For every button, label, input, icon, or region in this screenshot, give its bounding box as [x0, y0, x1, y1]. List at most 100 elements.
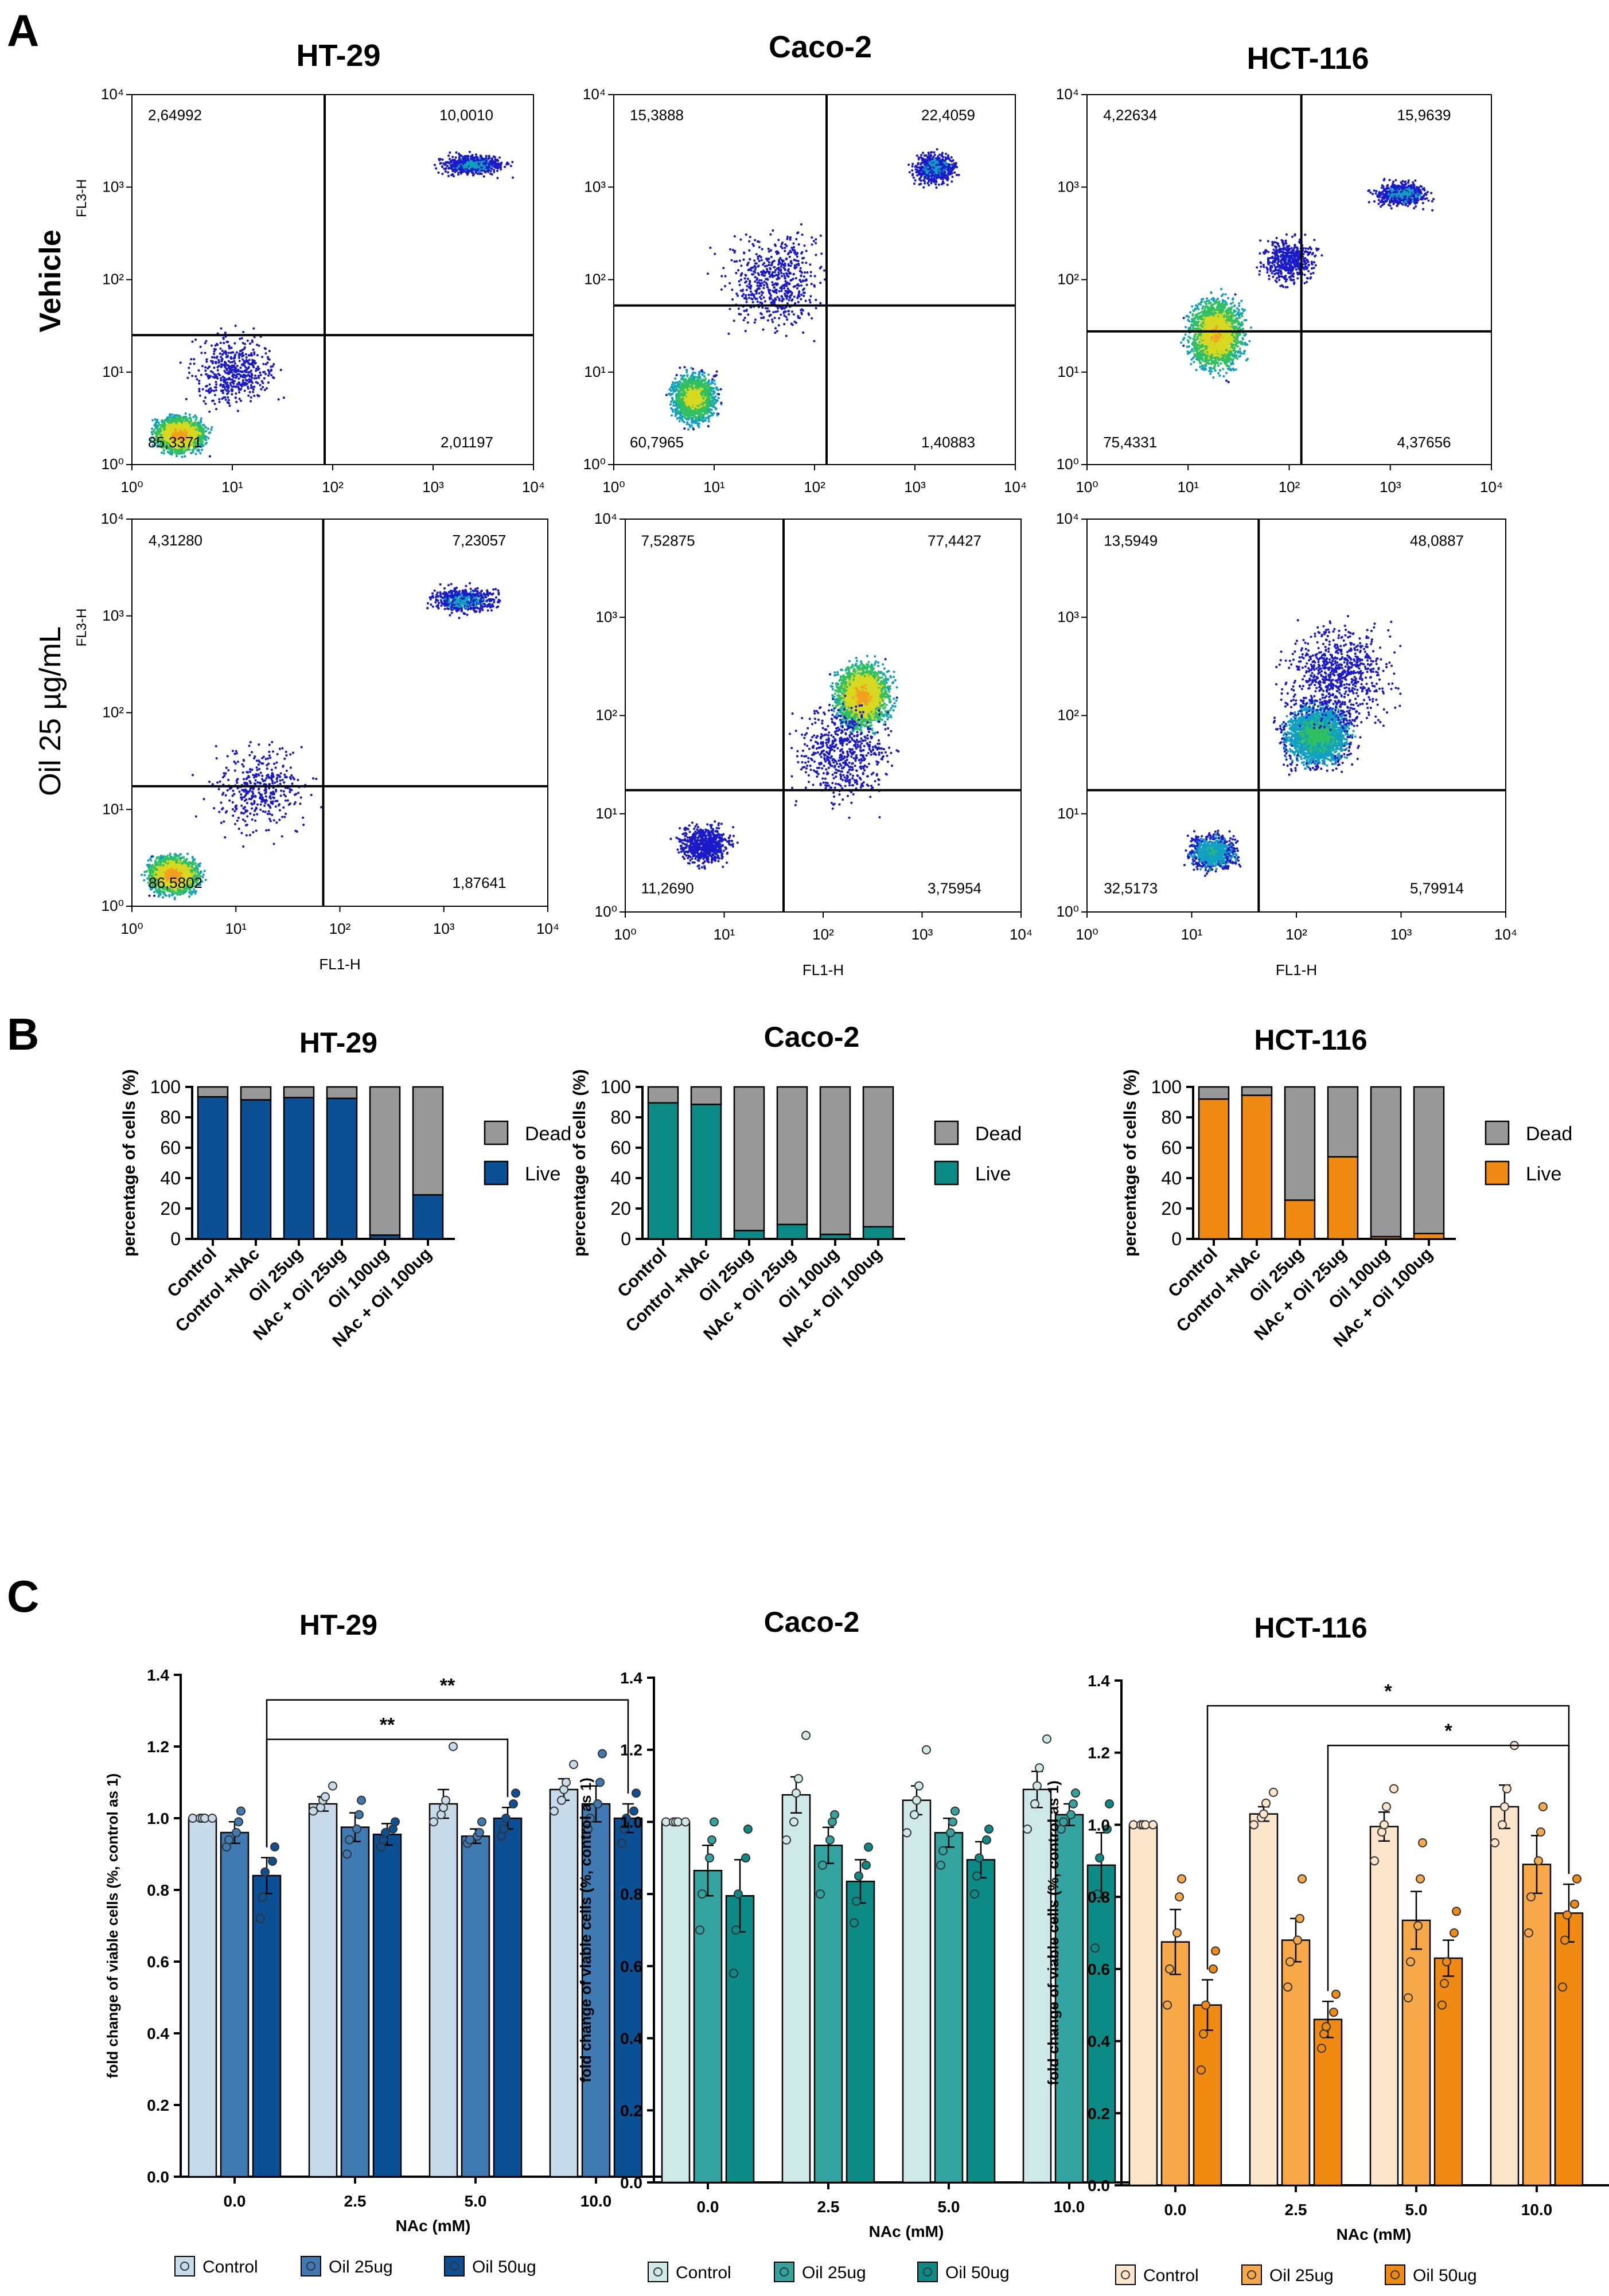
flow-event-dot [241, 379, 244, 382]
flow-event-dot [247, 374, 250, 377]
flow-event-dot [476, 155, 478, 158]
flow-event-dot [277, 398, 280, 401]
flow-event-dot [246, 375, 248, 377]
flow-event-dot [228, 377, 231, 380]
flow-event-dot [172, 418, 175, 422]
flow-event-dot [202, 431, 205, 434]
flow-event-dot [186, 376, 189, 379]
flow-event-dot [208, 391, 211, 395]
flow-event-dot [253, 385, 256, 388]
flow-event-dot [451, 155, 454, 158]
flow-event-dot [215, 342, 219, 345]
flow-event-dot [268, 370, 271, 373]
flow-event-dot [188, 416, 191, 419]
flow-event-dot [179, 415, 182, 418]
flow-event-dot [714, 383, 716, 385]
flow-event-dot [250, 396, 252, 399]
flow-event-dot [208, 410, 211, 413]
flow-event-dot [233, 368, 236, 371]
flow-event-dot [263, 347, 266, 350]
flow-event-dot [235, 351, 238, 354]
flow-event-dot [227, 396, 229, 399]
flow-event-dot [235, 392, 237, 395]
flow-event-dot [216, 366, 219, 369]
flow-event-dot [487, 169, 490, 171]
flow-event-dot [209, 431, 212, 434]
flow-event-dot [190, 358, 193, 361]
panel-a-flow-cytometry: HT-29 Caco-2 HCT-116 Vehicle Oil 25 µg/m… [34, 30, 1517, 979]
flow-event-dot [712, 387, 715, 390]
flow-event-dot [251, 376, 254, 379]
flow-title-caco2: Caco-2 [769, 30, 872, 64]
flow-event-dot [233, 342, 236, 345]
flow-event-dot [260, 388, 263, 391]
flow-event-dot [262, 385, 264, 389]
flow-event-dot [496, 177, 499, 180]
x-tick-label: 10⁰ [120, 478, 143, 496]
quadrant-percentage: 2,01197 [441, 434, 493, 451]
flow-event-dot [177, 419, 180, 422]
flow-event-dot [192, 416, 195, 419]
flow-event-dot [265, 387, 268, 390]
flow-event-dot [446, 171, 450, 174]
flow-event-dot [199, 345, 202, 348]
flow-event-dot [482, 162, 485, 165]
flow-event-dot [270, 374, 273, 377]
flow-event-dot [212, 353, 216, 356]
flow-event-dot [177, 428, 180, 431]
flow-event-dot [170, 418, 173, 421]
flow-event-dot [239, 353, 241, 356]
flow-event-dot [180, 421, 184, 424]
flow-event-dot [233, 362, 236, 365]
flow-event-dot [237, 356, 240, 360]
flow-event-dot [242, 383, 245, 385]
flow-event-dot [220, 379, 223, 382]
flow-event-dot [169, 452, 172, 455]
flow-event-dot [253, 395, 256, 397]
flow-event-dot [185, 415, 188, 419]
flow-event-dot [266, 356, 269, 358]
flow-event-dot [189, 451, 193, 455]
flow-event-dot [251, 364, 255, 367]
flow-event-dot [244, 379, 247, 381]
flow-event-dot [259, 384, 262, 387]
flow-event-dot [207, 436, 210, 440]
flow-event-dot [499, 162, 502, 165]
flow-event-dot [480, 155, 482, 158]
flow-event-dot [254, 374, 257, 377]
flow-event-dot [511, 161, 514, 163]
flow-event-dot [258, 367, 260, 370]
flow-event-dot [180, 452, 183, 455]
flow-event-dot [158, 431, 161, 434]
flow-event-dot [447, 174, 450, 177]
flow-event-dot [450, 159, 453, 162]
flow-event-dot [220, 360, 223, 362]
flow-event-dot [257, 375, 260, 377]
flow-event-dot [193, 358, 196, 361]
flow-event-dot [229, 356, 232, 360]
flow-event-dot [445, 162, 448, 165]
flow-event-dot [470, 157, 473, 159]
flow-event-dot [243, 376, 246, 379]
flow-event-dot [213, 393, 216, 396]
flow-event-dot [220, 365, 223, 368]
flow-event-dot [162, 452, 165, 455]
flow-event-dot [151, 419, 154, 422]
y-tick-label: 10⁰ [102, 455, 124, 473]
flow-event-dot [228, 344, 231, 348]
flow-event-dot [231, 385, 234, 388]
y-axis-label: FL3-H [74, 179, 89, 217]
flow-event-dot [255, 369, 258, 372]
flow-event-dot [225, 369, 228, 372]
flow-event-dot [211, 426, 213, 428]
flow-event-dot [692, 428, 695, 431]
flow-event-dot [470, 161, 473, 164]
flow-event-dot [674, 384, 677, 387]
flow-event-dot [204, 342, 207, 345]
flow-event-dot [447, 154, 450, 157]
flow-event-dot [238, 381, 241, 384]
flow-event-dot [228, 367, 231, 369]
flow-event-dot [202, 444, 205, 447]
flow-event-dot [248, 381, 251, 384]
flow-event-dot [169, 426, 172, 429]
